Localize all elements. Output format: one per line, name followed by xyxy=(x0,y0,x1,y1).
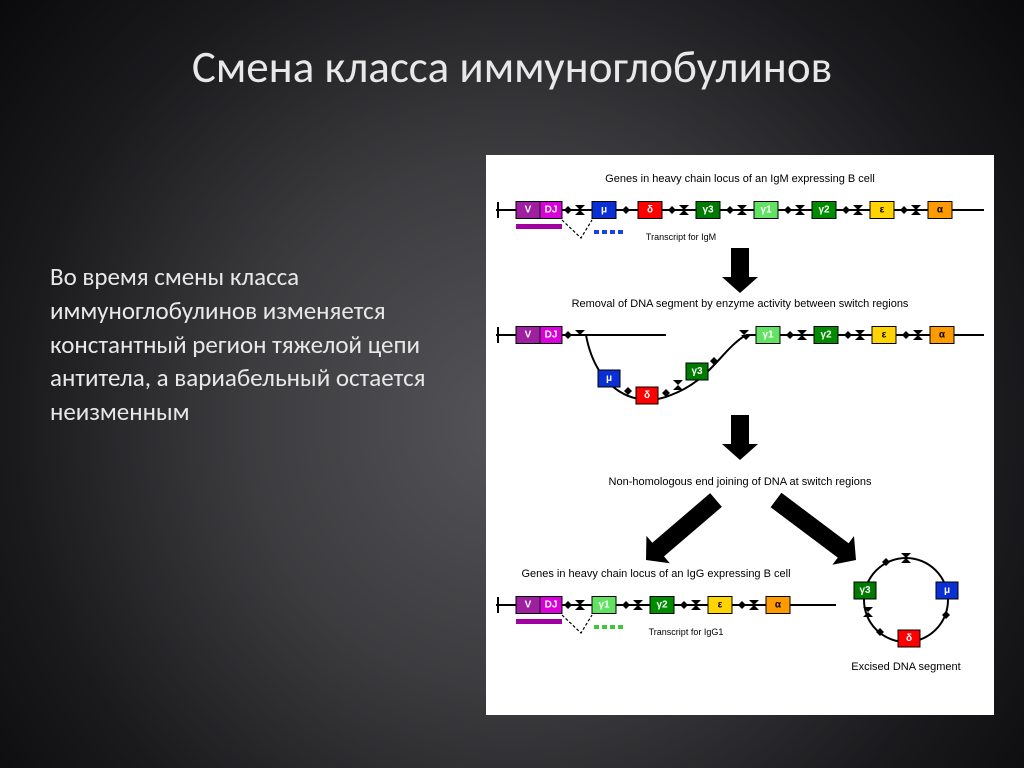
svg-text:Removal of DNA segment by enzy: Removal of DNA segment by enzyme activit… xyxy=(572,298,909,310)
svg-text:Transcript for IgM: Transcript for IgM xyxy=(646,232,716,242)
svg-text:γ3: γ3 xyxy=(859,585,871,596)
slide: Смена класса иммуноглобулинов Во время с… xyxy=(0,0,1024,768)
diagram-svg: Genes in heavy chain locus of an IgM exp… xyxy=(486,155,994,715)
slide-body-text: Во время смены класса иммуноглобулинов и… xyxy=(50,260,450,429)
svg-text:γ2: γ2 xyxy=(820,330,832,341)
svg-text:DJ: DJ xyxy=(545,600,558,611)
slide-title: Смена класса иммуноглобулинов xyxy=(60,40,964,95)
svg-text:μ: μ xyxy=(606,373,612,384)
class-switch-diagram: Genes in heavy chain locus of an IgM exp… xyxy=(486,155,994,715)
svg-text:γ3: γ3 xyxy=(691,366,703,377)
svg-text:α: α xyxy=(775,600,782,611)
svg-text:DJ: DJ xyxy=(545,330,558,341)
svg-text:γ3: γ3 xyxy=(702,205,714,216)
svg-text:Excised DNA segment: Excised DNA segment xyxy=(851,661,960,673)
svg-text:ε: ε xyxy=(718,600,723,611)
svg-text:V: V xyxy=(525,205,532,216)
svg-text:γ1: γ1 xyxy=(762,330,774,341)
svg-text:Genes in heavy chain locus of: Genes in heavy chain locus of an IgG exp… xyxy=(521,568,790,580)
svg-text:ε: ε xyxy=(880,205,885,216)
svg-text:γ1: γ1 xyxy=(760,205,772,216)
svg-text:α: α xyxy=(937,205,944,216)
svg-text:γ2: γ2 xyxy=(656,600,668,611)
svg-text:γ2: γ2 xyxy=(818,205,830,216)
svg-text:δ: δ xyxy=(906,633,912,644)
svg-text:DJ: DJ xyxy=(545,205,558,216)
svg-text:δ: δ xyxy=(647,205,653,216)
svg-text:Transcript for IgG1: Transcript for IgG1 xyxy=(649,627,724,637)
svg-text:Non-homologous end joining of: Non-homologous end joining of DNA at swi… xyxy=(609,476,872,488)
svg-text:V: V xyxy=(525,330,532,341)
svg-text:V: V xyxy=(525,600,532,611)
svg-text:μ: μ xyxy=(944,585,950,596)
svg-text:Genes in heavy chain locus of: Genes in heavy chain locus of an IgM exp… xyxy=(605,173,875,185)
svg-text:α: α xyxy=(939,330,946,341)
svg-text:γ1: γ1 xyxy=(598,600,610,611)
svg-text:ε: ε xyxy=(882,330,887,341)
svg-text:μ: μ xyxy=(601,205,607,216)
svg-text:δ: δ xyxy=(644,390,650,401)
